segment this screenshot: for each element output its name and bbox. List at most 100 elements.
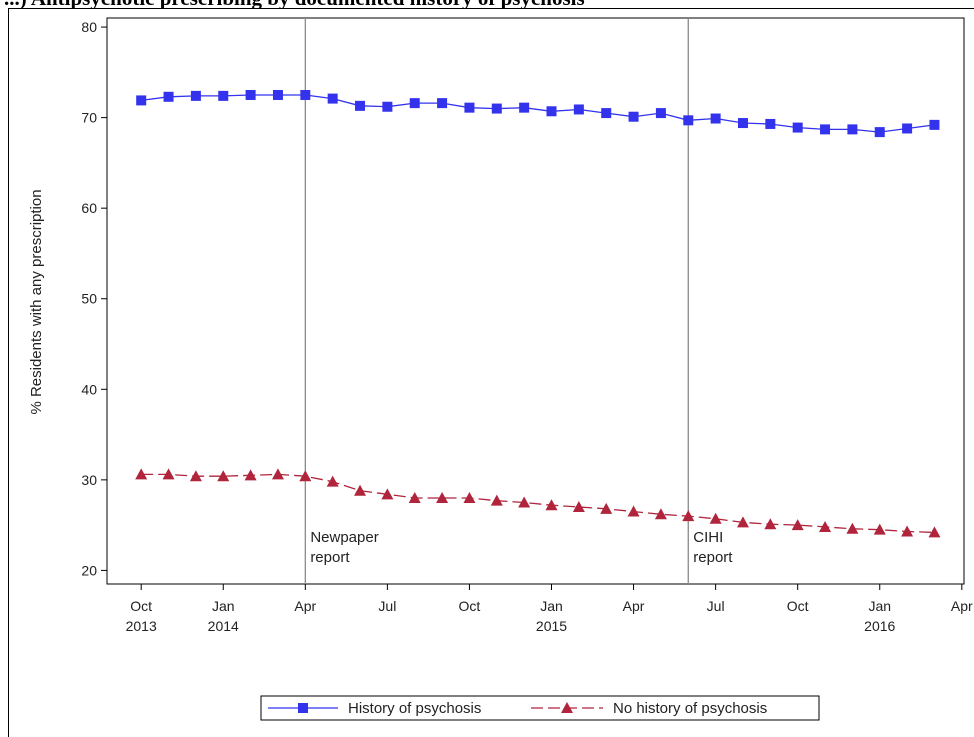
data-point <box>545 499 558 511</box>
y-tick-label: 50 <box>81 291 97 307</box>
data-point <box>929 119 940 130</box>
data-point <box>655 108 666 119</box>
data-point <box>654 508 667 520</box>
data-point <box>600 502 613 514</box>
x-tick-label: 2015 <box>536 618 567 634</box>
x-tick-label: 2014 <box>208 618 239 634</box>
data-point <box>846 522 859 534</box>
data-point <box>819 520 832 532</box>
data-point <box>244 469 257 481</box>
data-point <box>709 512 722 524</box>
data-point <box>218 90 229 101</box>
data-point <box>765 118 776 129</box>
y-tick-label: 30 <box>81 472 97 488</box>
plot-area <box>106 17 965 585</box>
data-point <box>136 95 147 106</box>
reference-line-label: Newpaper <box>310 529 378 546</box>
x-tick-label: Oct <box>787 598 809 614</box>
reference-lines: Newpaper report CIHI report <box>304 18 733 584</box>
y-tick-label: 40 <box>81 381 97 397</box>
figure-frame <box>8 8 974 737</box>
data-point <box>764 518 777 530</box>
x-tick-label: Jan <box>868 598 891 614</box>
data-point <box>382 101 393 112</box>
data-point <box>190 90 201 101</box>
data-point <box>326 475 339 487</box>
data-point <box>683 115 694 126</box>
series-1 <box>136 89 940 138</box>
data-point <box>381 488 394 500</box>
data-point <box>873 523 886 535</box>
data-point <box>409 98 420 109</box>
y-tick-label: 60 <box>81 200 97 216</box>
data-point <box>355 100 366 111</box>
x-axis: Oct 2013 Jan 2014 Apr Jul Oct Jan 2015 Apr Jul Oct J… <box>126 584 973 634</box>
y-axis-title: % Residents with any prescription <box>28 189 45 414</box>
data-point <box>490 494 503 506</box>
data-point <box>627 505 640 517</box>
x-tick-label: Apr <box>951 598 973 614</box>
data-point <box>327 93 338 104</box>
x-tick-label: Jan <box>212 598 235 614</box>
data-point <box>463 491 476 503</box>
data-point <box>737 118 748 129</box>
data-point <box>847 124 858 135</box>
data-point <box>573 104 584 115</box>
data-point <box>436 491 449 503</box>
data-point <box>791 519 804 531</box>
x-tick-label: 2013 <box>126 618 157 634</box>
data-point <box>601 108 612 119</box>
data-point <box>736 516 749 528</box>
data-point <box>902 123 913 134</box>
data-point <box>546 106 557 117</box>
data-point <box>518 496 531 508</box>
legend-marker <box>298 703 308 713</box>
series-layer <box>135 89 941 538</box>
legend-label: No history of psychosis <box>613 700 767 717</box>
x-tick-label: Apr <box>294 598 316 614</box>
reference-line-label: report <box>310 549 350 566</box>
legend-item: No history of psychosis <box>531 700 767 717</box>
x-tick-label: Oct <box>130 598 152 614</box>
data-point <box>874 127 885 138</box>
x-tick-label: Jul <box>378 598 396 614</box>
reference-line-label: report <box>693 549 733 566</box>
data-point <box>820 124 831 135</box>
data-point <box>245 89 256 100</box>
y-tick-label: 20 <box>81 562 97 578</box>
x-tick-label: Jul <box>707 598 725 614</box>
legend-marker <box>561 702 573 713</box>
series-line <box>141 473 935 534</box>
x-tick-label: 2016 <box>864 618 895 634</box>
data-point <box>792 122 803 133</box>
data-point <box>464 102 475 113</box>
data-point <box>272 89 283 100</box>
y-tick-label: 70 <box>81 110 97 126</box>
data-point <box>217 470 230 482</box>
data-point <box>135 468 148 480</box>
data-point <box>189 470 202 482</box>
x-tick-label: Apr <box>623 598 645 614</box>
series-2 <box>135 468 941 538</box>
data-point <box>710 113 721 124</box>
data-point <box>572 501 585 513</box>
data-point <box>901 525 914 537</box>
legend-item: History of psychosis <box>268 700 481 717</box>
x-tick-label: Jan <box>540 598 563 614</box>
data-point <box>491 103 502 114</box>
data-point <box>354 484 367 496</box>
data-point <box>162 468 175 480</box>
data-point <box>682 510 695 522</box>
y-tick-label: 80 <box>81 19 97 35</box>
data-point <box>437 98 448 109</box>
legend: History of psychosis No history of psycho… <box>260 695 820 721</box>
data-point <box>408 491 421 503</box>
legend-label: History of psychosis <box>348 700 481 717</box>
page-title: ...) Antipsychotic prescribing by docume… <box>0 0 974 8</box>
reference-line-label: CIHI <box>693 529 723 546</box>
data-point <box>928 526 941 538</box>
data-point <box>271 468 284 480</box>
data-point <box>519 102 530 113</box>
data-point <box>163 91 174 102</box>
